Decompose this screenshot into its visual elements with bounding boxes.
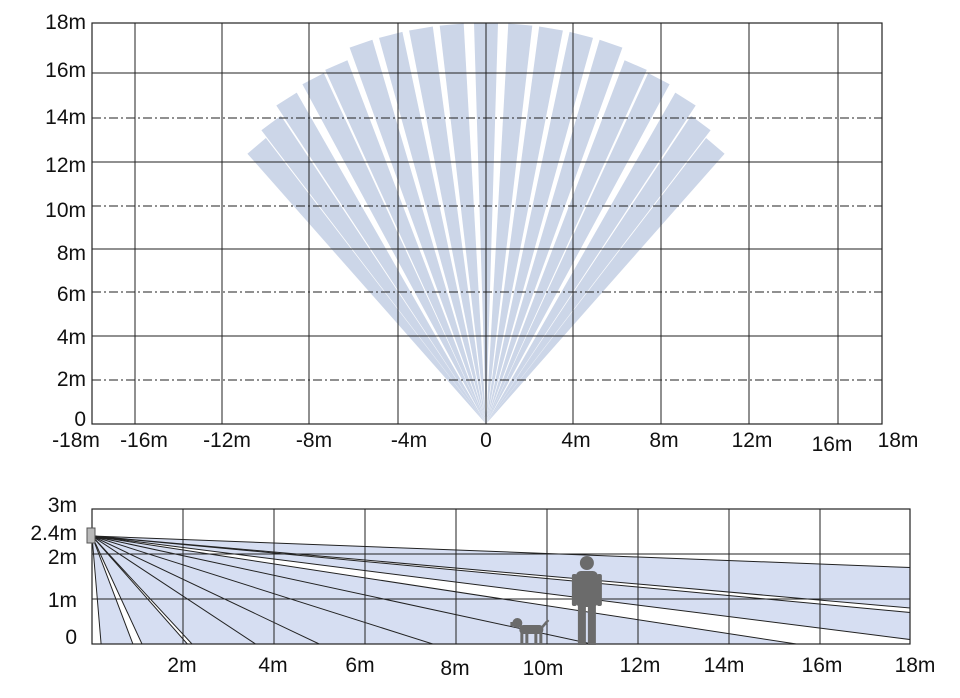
top-beam [486, 39, 623, 425]
top-beam [439, 23, 486, 424]
top-y-label: 6m [57, 283, 86, 306]
person-leg-right [587, 605, 596, 645]
top-beam [276, 92, 486, 424]
top-beam [247, 138, 486, 424]
top-beam [409, 26, 486, 424]
top-beam [486, 138, 725, 424]
top-beam [486, 115, 711, 425]
dog-body [519, 625, 544, 634]
person-icon [571, 556, 602, 645]
side-x-label: 18m [895, 654, 936, 677]
top-x-label: 0 [480, 429, 492, 452]
person-leg-left [577, 605, 586, 645]
dog-leg [534, 632, 538, 644]
top-y-label: 16m [45, 59, 86, 82]
side-frame [91, 508, 911, 645]
top-beam [349, 39, 486, 425]
side-y-label: 1m [48, 589, 77, 612]
side-x-label: 14m [704, 654, 745, 677]
top-y-label: 0 [74, 408, 86, 431]
top-y-label: 2m [57, 368, 86, 391]
top-x-label: -8m [296, 429, 332, 452]
dog-tail [541, 619, 550, 628]
top-x-label: 8m [649, 429, 678, 452]
sensor-icon [86, 527, 96, 544]
side-x-label: 2m [167, 654, 196, 677]
top-beam [486, 26, 563, 424]
top-x-label: 4m [561, 429, 590, 452]
top-x-label: 18m [878, 429, 919, 452]
side-x-label: 8m [440, 657, 469, 680]
dog-icon [510, 618, 550, 644]
top-y-label: 18m [45, 11, 86, 34]
top-x-label: -12m [203, 429, 251, 452]
side-x-label: 12m [620, 654, 661, 677]
side-x-label: 10m [523, 657, 564, 680]
top-y-label: 10m [45, 199, 86, 222]
person-arm-right [596, 574, 602, 606]
side-y-label: 3m [48, 494, 77, 517]
side-x-label: 6m [345, 654, 374, 677]
top-beam [486, 31, 593, 425]
person-torso [575, 571, 598, 607]
side-y-label: 2m [48, 546, 77, 569]
top-y-label: 8m [57, 242, 86, 265]
top-beam [261, 115, 486, 425]
dog-snout [510, 622, 517, 626]
side-y-label: 2.4m [30, 522, 77, 545]
dog-leg [539, 632, 543, 644]
dog-leg [520, 632, 524, 644]
person-arm-left [571, 574, 577, 606]
top-frame [91, 22, 883, 425]
top-beam [379, 31, 486, 425]
top-x-label: 16m [812, 433, 853, 456]
top-y-label: 14m [45, 106, 86, 129]
top-beam [486, 23, 533, 424]
side-x-label: 4m [258, 654, 287, 677]
top-x-label: -18m [52, 429, 100, 452]
side-y-label: 0 [65, 626, 77, 649]
top-x-label: -16m [120, 429, 168, 452]
top-beam [486, 60, 647, 425]
person-head [579, 556, 594, 570]
top-beams [247, 23, 725, 425]
top-y-label: 12m [45, 154, 86, 177]
top-beam [486, 92, 696, 424]
top-y-label: 4m [57, 326, 86, 349]
top-x-label: -4m [391, 429, 427, 452]
top-x-label: 12m [732, 429, 773, 452]
dog-leg [525, 632, 529, 644]
side-x-label: 16m [802, 654, 843, 677]
top-beam [325, 60, 486, 425]
side-beams [91, 535, 911, 645]
